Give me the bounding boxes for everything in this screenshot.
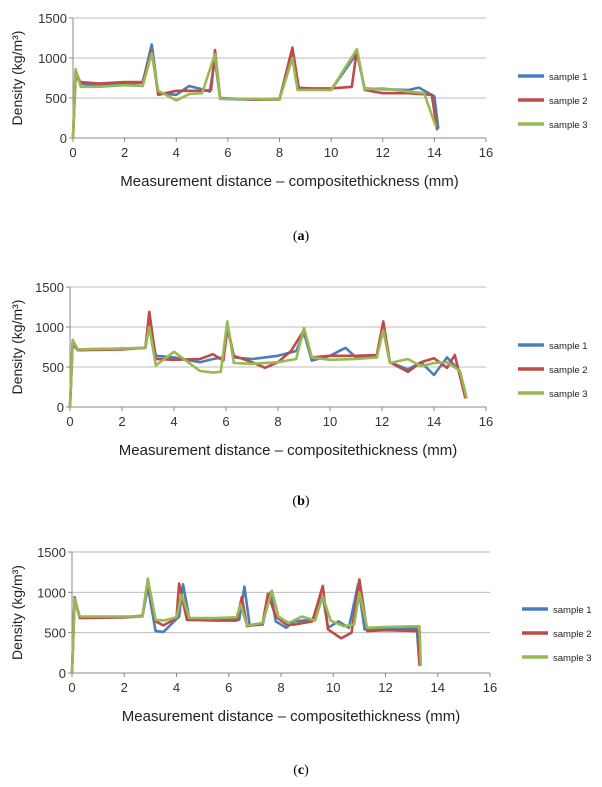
legend-label-sample-3: sample 3	[549, 120, 588, 131]
caption-letter-b: b	[297, 494, 305, 509]
x-tick-label: 10	[326, 680, 340, 695]
series-line-sample-3	[70, 577, 423, 675]
caption-letter-c: c	[297, 763, 305, 778]
x-tick-label: 14	[427, 414, 441, 429]
x-axis-label-a: Measurement distance – compositethicknes…	[120, 173, 458, 190]
y-axis-label-b: Density (kg/m³)	[9, 300, 25, 395]
x-tick-label: 2	[121, 145, 128, 160]
x-tick-label: 12	[376, 145, 390, 160]
x-tick-label: 8	[276, 145, 283, 160]
y-tick-label: 1500	[37, 545, 66, 560]
series-group-c	[70, 577, 423, 675]
legend-label-sample-3: sample 3	[553, 653, 592, 664]
y-axis-label-a: Density (kg/m³)	[9, 31, 25, 126]
x-tick-labels-c: 0 2 4 6 8 10 12 14 16	[68, 680, 497, 695]
y-tick-label: 1000	[35, 320, 64, 335]
y-tick-label: 0	[60, 131, 67, 146]
x-tick-label: 0	[66, 414, 73, 429]
series-group-b	[68, 310, 468, 409]
y-tick-label: 500	[45, 91, 67, 106]
y-axis-label-c: Density (kg/m³)	[9, 565, 25, 660]
x-tick-labels-b: 0 2 4 6 8 10 12 14 16	[66, 414, 493, 429]
x-tick-label: 10	[323, 414, 337, 429]
legend-label-sample-2: sample 2	[553, 629, 592, 640]
chart-panel-c: 0 500 1000 1500 0 2 4 6 8 10 12 14 16 Density (kg/m…	[9, 545, 592, 725]
y-tick-label: 1500	[38, 11, 67, 26]
x-tick-label: 16	[483, 680, 497, 695]
legend-label-sample-1: sample 1	[549, 72, 588, 83]
legend-b: sample 1 sample 2 sample 3	[518, 341, 588, 400]
axes-b	[66, 286, 487, 411]
y-tick-labels-b: 0 500 1000 1500	[35, 280, 64, 415]
y-tick-label: 500	[42, 360, 64, 375]
x-axis-label-b: Measurement distance – compositethicknes…	[119, 442, 457, 459]
legend-c: sample 1 sample 2 sample 3	[522, 605, 592, 664]
y-tick-label: 1000	[37, 585, 66, 600]
x-tick-label: 12	[375, 414, 389, 429]
x-tick-label: 6	[224, 145, 231, 160]
legend-label-sample-1: sample 1	[549, 341, 588, 352]
caption-b: (b)	[292, 494, 310, 509]
y-tick-label: 1000	[38, 51, 67, 66]
x-tick-label: 2	[121, 680, 128, 695]
series-group-a	[71, 43, 440, 140]
legend-label-sample-1: sample 1	[553, 605, 592, 616]
caption-c: (c)	[293, 763, 309, 778]
y-tick-labels-c: 0 500 1000 1500	[37, 545, 66, 681]
caption-letter-a: a	[297, 229, 305, 244]
x-tick-label: 4	[173, 145, 180, 160]
x-tick-label: 8	[274, 414, 281, 429]
chart-panel-b: 0 500 1000 1500 0 2 4 6 8 10 12 14 16 Density (kg/m…	[9, 280, 588, 459]
axes-a	[69, 17, 487, 142]
x-axis-label-c: Measurement distance – compositethicknes…	[122, 708, 460, 725]
series-line-sample-3	[71, 47, 437, 140]
x-tick-label: 6	[225, 680, 232, 695]
x-tick-label: 16	[479, 145, 493, 160]
x-tick-labels-a: 0 2 4 6 8 10 12 14 16	[69, 145, 493, 160]
x-tick-label: 4	[173, 680, 180, 695]
series-line-sample-3	[68, 320, 468, 409]
x-tick-label: 12	[378, 680, 392, 695]
x-tick-label: 0	[69, 145, 76, 160]
y-tick-label: 0	[59, 666, 66, 681]
x-tick-label: 8	[277, 680, 284, 695]
legend-label-sample-2: sample 2	[549, 365, 588, 376]
legend-label-sample-2: sample 2	[549, 96, 588, 107]
y-tick-label: 1500	[35, 280, 64, 295]
caption-a: (a)	[292, 229, 310, 244]
x-tick-label: 0	[68, 680, 75, 695]
x-tick-label: 2	[118, 414, 125, 429]
x-tick-label: 10	[324, 145, 338, 160]
series-line-sample-1	[68, 320, 467, 409]
legend-label-sample-3: sample 3	[549, 389, 588, 400]
legend-a: sample 1 sample 2 sample 3	[518, 72, 588, 131]
x-tick-label: 4	[170, 414, 177, 429]
x-tick-label: 14	[427, 145, 441, 160]
series-line-sample-2	[68, 310, 467, 409]
x-tick-label: 16	[479, 414, 493, 429]
series-line-sample-2	[71, 46, 439, 140]
x-tick-label: 14	[431, 680, 445, 695]
y-tick-label: 0	[57, 400, 64, 415]
x-tick-label: 6	[222, 414, 229, 429]
y-tick-labels-a: 0 500 1000 1500	[38, 11, 67, 146]
chart-panel-a: 0 500 1000 1500 0 2 4 6 8 10 12 14 16 Density (kg/m…	[9, 11, 588, 190]
y-tick-label: 500	[44, 626, 66, 641]
